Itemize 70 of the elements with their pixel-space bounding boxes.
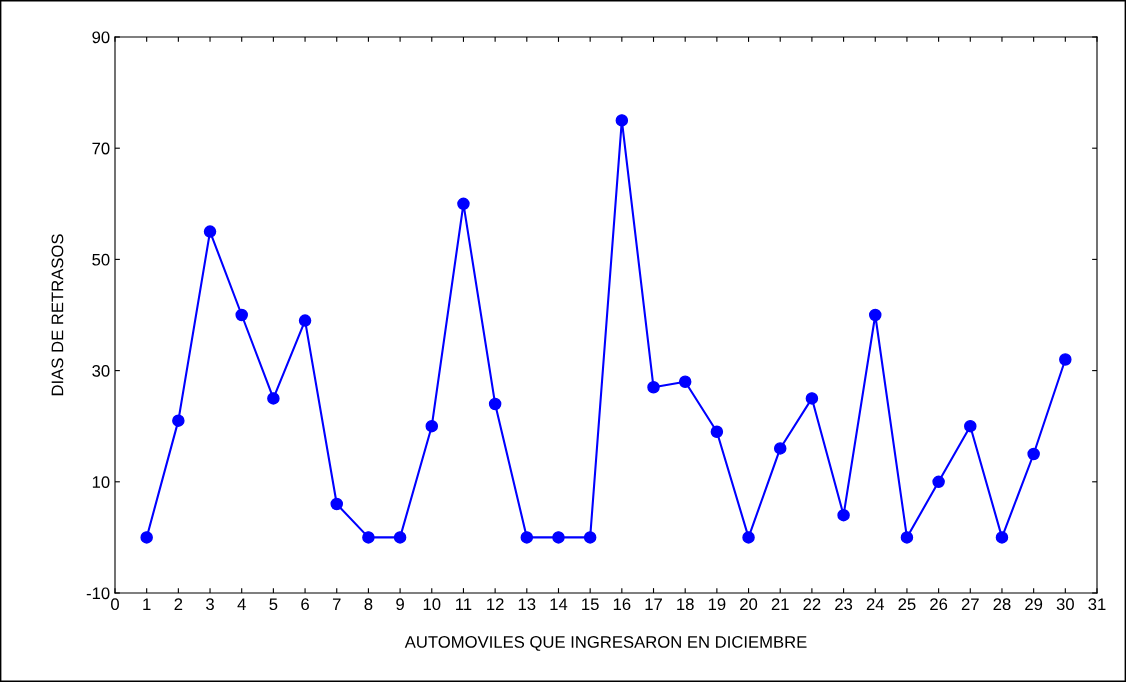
x-tick-label: 18 bbox=[677, 598, 694, 611]
point bbox=[235, 308, 248, 322]
point bbox=[583, 531, 597, 544]
x-tick-label: 1 bbox=[143, 598, 151, 610]
point bbox=[172, 414, 185, 427]
x-tick-label: 4 bbox=[237, 598, 246, 610]
x-tick-label: 23 bbox=[835, 598, 853, 611]
point bbox=[647, 381, 660, 394]
x-tick-label: 0 bbox=[111, 598, 119, 611]
point bbox=[1059, 353, 1072, 366]
point bbox=[995, 531, 1009, 544]
point bbox=[773, 442, 787, 455]
point bbox=[869, 308, 882, 322]
point bbox=[330, 497, 343, 511]
x-tick-label: 14 bbox=[550, 598, 568, 610]
y-tick-label: -10 bbox=[86, 587, 110, 600]
x-tick-label: 22 bbox=[803, 598, 821, 610]
y-tick-label: 30 bbox=[92, 365, 110, 377]
x-tick-label: 28 bbox=[993, 598, 1011, 611]
x-tick-label: 6 bbox=[301, 598, 309, 611]
x-tick-label: 21 bbox=[771, 598, 789, 610]
point bbox=[615, 114, 629, 127]
point bbox=[900, 531, 914, 544]
x-tick-label: 13 bbox=[518, 598, 536, 611]
y-tick-label: 90 bbox=[92, 31, 110, 44]
x-tick-label: 24 bbox=[866, 598, 885, 610]
x-tick-label: 5 bbox=[269, 598, 278, 611]
x-tick-label: 2 bbox=[174, 598, 183, 610]
x-tick-label: 26 bbox=[930, 598, 948, 611]
x-axis-title: AUTOMOVILES QUE INGRESARON EN DICIEMBRE bbox=[404, 636, 807, 651]
x-tick-label: 7 bbox=[332, 598, 341, 610]
point bbox=[393, 531, 407, 544]
x-tick-label: 11 bbox=[456, 598, 472, 610]
y-tick-label: 50 bbox=[92, 253, 110, 266]
point bbox=[678, 375, 692, 388]
x-tick-label: 3 bbox=[206, 598, 214, 611]
point bbox=[298, 314, 312, 327]
point bbox=[362, 531, 375, 544]
point bbox=[425, 419, 439, 433]
point bbox=[1027, 447, 1040, 461]
point bbox=[837, 508, 850, 522]
x-tick-label: 9 bbox=[396, 598, 404, 611]
y-tick-label: 10 bbox=[92, 476, 110, 488]
x-tick-label: 29 bbox=[1025, 598, 1043, 611]
x-tick-label: 27 bbox=[961, 598, 979, 610]
x-tick-label: 31 bbox=[1088, 598, 1106, 611]
point bbox=[203, 225, 217, 238]
x-tick-label: 30 bbox=[1056, 598, 1074, 611]
x-tick-label: 16 bbox=[613, 598, 631, 611]
x-tick-label: 19 bbox=[708, 598, 726, 611]
x-tick-label: 17 bbox=[645, 598, 662, 610]
x-tick-label: 25 bbox=[898, 598, 916, 611]
point bbox=[520, 531, 534, 544]
point bbox=[710, 425, 724, 439]
y-axis-title: DIAS DE RETRASOS bbox=[51, 234, 64, 396]
point bbox=[488, 397, 502, 411]
point bbox=[552, 531, 565, 544]
point bbox=[457, 197, 470, 211]
x-tick-label: 10 bbox=[423, 598, 441, 611]
point bbox=[267, 392, 280, 405]
x-tick-label: 8 bbox=[364, 598, 373, 611]
x-tick-label: 20 bbox=[740, 598, 758, 611]
point bbox=[964, 419, 977, 433]
point bbox=[140, 531, 153, 544]
point bbox=[805, 392, 819, 405]
y-tick-label: 70 bbox=[92, 142, 110, 155]
point bbox=[742, 531, 755, 544]
x-tick-label: 12 bbox=[487, 598, 504, 610]
x-tick-label: 15 bbox=[582, 598, 599, 611]
point bbox=[932, 475, 945, 489]
